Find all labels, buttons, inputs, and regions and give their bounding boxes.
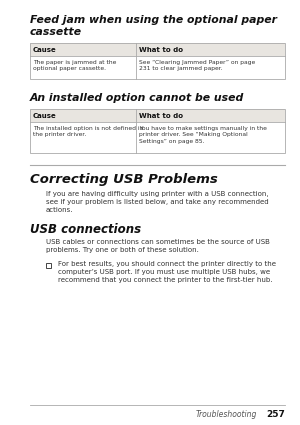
Text: What to do: What to do bbox=[139, 113, 183, 119]
Text: 257: 257 bbox=[266, 410, 285, 419]
Text: USB cables or connections can sometimes be the source of USB
problems. Try one o: USB cables or connections can sometimes … bbox=[46, 239, 270, 253]
Text: You have to make settings manually in the
printer driver. See “Making Optional
S: You have to make settings manually in th… bbox=[139, 126, 267, 144]
Text: Cause: Cause bbox=[33, 113, 57, 119]
Text: The paper is jammed at the
optional paper cassette.: The paper is jammed at the optional pape… bbox=[33, 60, 116, 71]
Text: Feed jam when using the optional paper: Feed jam when using the optional paper bbox=[30, 15, 277, 25]
Text: If you are having difficulty using printer with a USB connection,
see if your pr: If you are having difficulty using print… bbox=[46, 191, 268, 213]
Text: See “Clearing Jammed Paper” on page
231 to clear jammed paper.: See “Clearing Jammed Paper” on page 231 … bbox=[139, 60, 255, 71]
Bar bbox=[30, 109, 285, 122]
Text: For best results, you should connect the printer directly to the
computer’s USB : For best results, you should connect the… bbox=[58, 261, 276, 283]
Text: What to do: What to do bbox=[139, 46, 183, 53]
Bar bbox=[46, 263, 50, 267]
Bar bbox=[30, 43, 285, 56]
Text: An installed option cannot be used: An installed option cannot be used bbox=[30, 93, 244, 103]
Bar bbox=[30, 109, 285, 153]
Text: cassette: cassette bbox=[30, 27, 82, 37]
Text: Cause: Cause bbox=[33, 46, 57, 53]
Text: Correcting USB Problems: Correcting USB Problems bbox=[30, 173, 218, 186]
Text: The installed option is not defined in
the printer driver.: The installed option is not defined in t… bbox=[33, 126, 143, 137]
Text: USB connections: USB connections bbox=[30, 223, 141, 236]
Text: Troubleshooting: Troubleshooting bbox=[196, 410, 257, 419]
Bar bbox=[30, 43, 285, 79]
